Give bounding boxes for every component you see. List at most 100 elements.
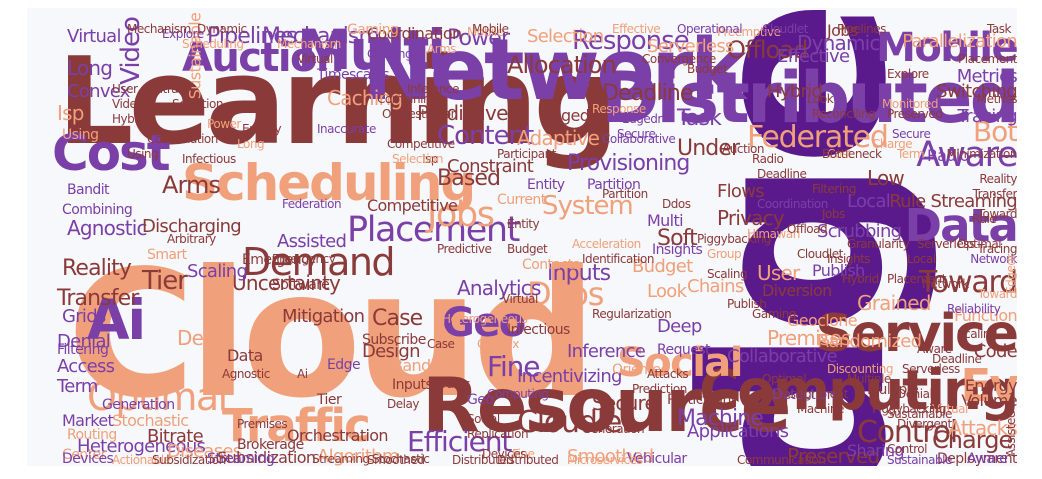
word-effective: Effective xyxy=(777,46,850,67)
word-insights: Insights xyxy=(827,252,871,266)
word-explore: Explore xyxy=(162,27,204,41)
word-acceleration: Acceleration xyxy=(572,237,641,251)
word-computing: Computing xyxy=(699,358,1017,422)
word-placement: Placement xyxy=(887,272,946,286)
word-power: Power xyxy=(447,26,510,51)
word-scaling: Scaling xyxy=(707,267,748,281)
word-emergency: Emergency xyxy=(242,252,316,268)
word-inaccurate: Inaccurate xyxy=(317,122,376,136)
word-edgedr: Edgedr xyxy=(622,112,662,126)
word-collaborative: Collaborative xyxy=(602,132,676,146)
word-demand: Demand xyxy=(242,240,396,284)
word-current: Current xyxy=(497,192,546,208)
word-scrubbing: Scrubbing xyxy=(817,221,902,242)
word-machine: Machine xyxy=(797,402,844,416)
word-edgedr: Edgedr xyxy=(542,106,596,125)
word-function: Function xyxy=(954,306,1017,325)
word-arbitrary: Arbitrary xyxy=(167,232,216,246)
word-secure: Secure xyxy=(617,127,656,141)
word-deployment: Deployment xyxy=(936,451,1017,466)
word-explore: Explore xyxy=(887,67,929,81)
word-deadline: Deadline xyxy=(932,352,982,366)
word-efficient: Efficient xyxy=(407,425,512,458)
word-detection: Detection xyxy=(772,387,836,403)
word-charge: Charge xyxy=(872,137,913,151)
word-distributed: Distributed xyxy=(452,453,514,466)
word-partition: Partition xyxy=(587,177,641,193)
word-user: User xyxy=(112,82,138,96)
word-combining: Combining xyxy=(377,92,438,106)
word-budget: Budget xyxy=(507,242,548,256)
word-geoclone: Geoclone xyxy=(787,311,858,330)
word-attacks: Attacks xyxy=(647,367,689,381)
word-fine: Fine xyxy=(487,350,540,383)
word-inference: Inference xyxy=(407,82,460,96)
word-replication: Replication xyxy=(467,427,529,441)
word-metrics: Metrics xyxy=(976,92,1017,106)
word-insights: Insights xyxy=(652,242,703,258)
word-geo: Geo xyxy=(467,392,494,408)
word-system: System xyxy=(542,191,634,221)
word-bitrate: Bitrate xyxy=(147,426,204,447)
word-tier: Tier xyxy=(317,392,342,408)
word-software: Software xyxy=(272,277,330,293)
word-scaling: Scaling xyxy=(957,327,998,341)
word-look: Look xyxy=(647,281,687,302)
word-agnostic: Agnostic xyxy=(222,367,270,381)
word-switching: Switching xyxy=(936,81,1017,102)
word-filtering: Filtering xyxy=(57,342,109,358)
word-heterogeneous: Heterogeneous xyxy=(77,436,206,457)
word-gaming: Gaming xyxy=(752,307,797,321)
word-local: Local xyxy=(847,191,891,212)
word-incentivizing: Incentivizing xyxy=(517,366,622,387)
word-randomized: Randomized xyxy=(817,331,922,352)
word-adaptive: Adaptive xyxy=(517,126,600,150)
word-long: Long xyxy=(237,137,265,151)
word-data: Data xyxy=(227,346,263,365)
word-deadline: Deadline xyxy=(757,167,807,181)
word-filtering: Filtering xyxy=(812,182,856,196)
word-infectious: Infectious xyxy=(182,152,236,166)
word-brokerage: Brokerage xyxy=(237,437,304,453)
word-case: Case xyxy=(372,306,423,331)
word-orchestration: Orchestration xyxy=(287,426,389,445)
word-competitive: Competitive xyxy=(387,137,455,151)
word-mechanism: Mechanism xyxy=(127,22,191,36)
word-applications: Applications xyxy=(687,421,789,442)
word-arms: Arms xyxy=(427,42,456,56)
word-analytics: Analytics xyxy=(457,276,541,300)
word-edgedr: Edgedr xyxy=(1004,254,1017,294)
word-mechanism: Mechanism xyxy=(262,24,380,49)
word-stochastic: Stochastic xyxy=(372,452,430,466)
word-mobile: Mobile xyxy=(467,25,504,39)
word-piggybacking: Piggybacking xyxy=(697,232,771,246)
word-radio: Radio xyxy=(927,146,969,165)
word-convex: Convex xyxy=(67,81,130,102)
word-power: Power xyxy=(207,117,241,131)
word-control: Control xyxy=(857,415,958,450)
word-reliability: Reliability xyxy=(947,302,1001,316)
word-budget: Budget xyxy=(687,62,728,76)
word-participant: Participant xyxy=(667,392,736,408)
word-low: Low xyxy=(867,166,905,190)
word-identification: Identification xyxy=(582,252,654,266)
word-radio: Radio xyxy=(752,152,784,166)
word-soft: Soft xyxy=(657,226,698,251)
word-mechanism: Mechanism xyxy=(277,37,341,51)
word-bandit: Bandit xyxy=(392,356,441,375)
word-rule: Rule xyxy=(972,212,997,226)
word-cloud: Edge Cloud Learning Network Distributed Resou… xyxy=(27,8,1017,466)
word-content: Content xyxy=(437,121,534,151)
word-microservices: Microservices xyxy=(567,453,643,466)
word-vehicular: Vehicular xyxy=(627,451,687,466)
word-hybrid: Hybrid xyxy=(842,272,879,286)
word-inference: Inference xyxy=(567,341,646,362)
word-serverless: Serverless xyxy=(917,237,975,251)
word-using: Using xyxy=(62,127,99,143)
word-multiple: Multiple xyxy=(867,382,919,398)
word-toward: Toward xyxy=(977,207,1017,221)
word-scaling: Scaling xyxy=(187,261,248,282)
word-entity: Entity xyxy=(507,217,540,231)
word-assignment: Assignment xyxy=(782,387,848,401)
word-reality: Reality xyxy=(62,256,132,281)
